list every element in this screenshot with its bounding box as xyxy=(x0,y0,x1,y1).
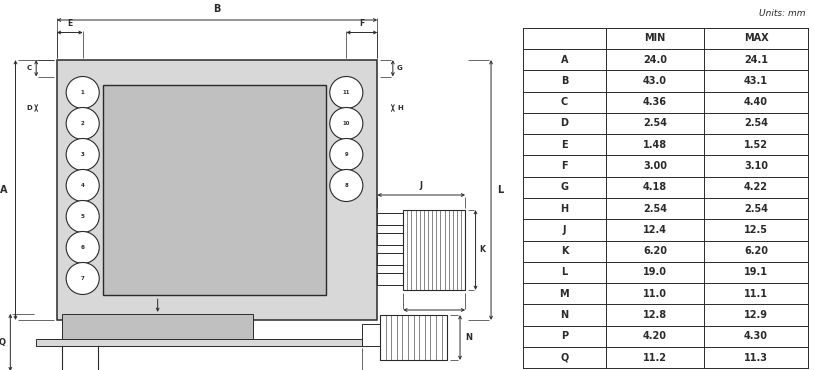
Bar xyxy=(361,324,383,346)
Text: 3.00: 3.00 xyxy=(643,161,667,171)
Text: 11.2: 11.2 xyxy=(643,353,667,363)
Text: 12.4: 12.4 xyxy=(643,225,667,235)
Text: 4.20: 4.20 xyxy=(643,331,667,341)
Text: 3.10: 3.10 xyxy=(744,161,768,171)
Text: 4.36: 4.36 xyxy=(643,97,667,107)
Circle shape xyxy=(66,201,99,232)
Circle shape xyxy=(66,169,99,202)
Text: 3: 3 xyxy=(81,152,85,157)
Text: 4.22: 4.22 xyxy=(744,182,768,192)
Text: D: D xyxy=(560,118,568,128)
Text: MIN: MIN xyxy=(645,33,666,43)
Text: L: L xyxy=(497,185,504,195)
Text: G: G xyxy=(397,65,403,71)
Text: 24.0: 24.0 xyxy=(643,55,667,65)
Text: A: A xyxy=(0,185,8,195)
Text: M: M xyxy=(431,315,438,324)
Circle shape xyxy=(330,169,363,202)
Circle shape xyxy=(330,77,363,108)
Circle shape xyxy=(66,108,99,139)
Circle shape xyxy=(66,77,99,108)
Text: H: H xyxy=(560,204,568,213)
Text: H: H xyxy=(397,105,403,111)
Text: 11.1: 11.1 xyxy=(744,289,768,299)
Bar xyxy=(103,85,326,295)
Text: 6: 6 xyxy=(81,245,85,250)
Text: 12.5: 12.5 xyxy=(744,225,768,235)
Text: 8: 8 xyxy=(344,183,348,188)
Bar xyxy=(36,339,361,346)
Text: 12.8: 12.8 xyxy=(643,310,667,320)
Text: B: B xyxy=(561,76,568,86)
Text: 4.30: 4.30 xyxy=(744,331,768,341)
Text: E: E xyxy=(561,140,567,150)
Circle shape xyxy=(66,262,99,295)
Text: 2.54: 2.54 xyxy=(643,118,667,128)
Text: 2.54: 2.54 xyxy=(744,118,768,128)
Text: 43.0: 43.0 xyxy=(643,76,667,86)
Text: 2: 2 xyxy=(81,121,85,126)
Bar xyxy=(403,210,465,290)
Bar xyxy=(380,315,447,360)
Bar xyxy=(378,272,405,285)
Text: 11: 11 xyxy=(343,90,350,95)
Text: 4.40: 4.40 xyxy=(744,97,768,107)
Text: K: K xyxy=(479,246,485,255)
Text: Units: mm: Units: mm xyxy=(759,9,805,18)
Text: 7: 7 xyxy=(81,276,85,281)
Text: 12.9: 12.9 xyxy=(744,310,768,320)
Text: 19.0: 19.0 xyxy=(643,268,667,278)
Bar xyxy=(378,252,405,265)
Text: J: J xyxy=(420,181,422,190)
Text: C: C xyxy=(27,65,32,71)
Text: L: L xyxy=(562,268,567,278)
Text: B: B xyxy=(213,4,221,14)
Text: 4: 4 xyxy=(81,183,85,188)
Circle shape xyxy=(66,232,99,263)
Text: F: F xyxy=(561,161,567,171)
Text: N: N xyxy=(560,310,568,320)
Text: D: D xyxy=(26,105,32,111)
Text: K: K xyxy=(561,246,568,256)
Bar xyxy=(57,60,378,320)
Text: 6.20: 6.20 xyxy=(744,246,768,256)
Text: 43.1: 43.1 xyxy=(744,76,768,86)
Text: C: C xyxy=(561,97,568,107)
Text: 1.48: 1.48 xyxy=(643,140,667,150)
Text: 5: 5 xyxy=(81,214,85,219)
Circle shape xyxy=(330,138,363,171)
Text: 9: 9 xyxy=(344,152,348,157)
Text: J: J xyxy=(562,225,567,235)
Bar xyxy=(378,232,405,245)
Text: 4.18: 4.18 xyxy=(643,182,667,192)
Text: 11.3: 11.3 xyxy=(744,353,768,363)
Circle shape xyxy=(330,108,363,139)
Text: E: E xyxy=(68,18,72,27)
Text: Q: Q xyxy=(0,338,5,347)
Text: Q: Q xyxy=(560,353,568,363)
Text: 1.52: 1.52 xyxy=(744,140,768,150)
Text: 2.54: 2.54 xyxy=(744,204,768,213)
Text: 1: 1 xyxy=(81,90,85,95)
Text: MAX: MAX xyxy=(744,33,768,43)
Text: 24.1: 24.1 xyxy=(744,55,768,65)
Text: P: P xyxy=(561,331,568,341)
Bar xyxy=(378,212,405,225)
Text: 19.1: 19.1 xyxy=(744,268,768,278)
Text: G: G xyxy=(560,182,568,192)
Circle shape xyxy=(66,138,99,171)
Text: 2.54: 2.54 xyxy=(643,204,667,213)
Text: 6.20: 6.20 xyxy=(643,246,667,256)
Text: 10: 10 xyxy=(343,121,350,126)
Text: A: A xyxy=(561,55,568,65)
Text: N: N xyxy=(465,333,472,342)
Text: F: F xyxy=(359,18,365,27)
Text: 11.0: 11.0 xyxy=(643,289,667,299)
Text: M: M xyxy=(559,289,569,299)
Bar xyxy=(62,314,253,339)
